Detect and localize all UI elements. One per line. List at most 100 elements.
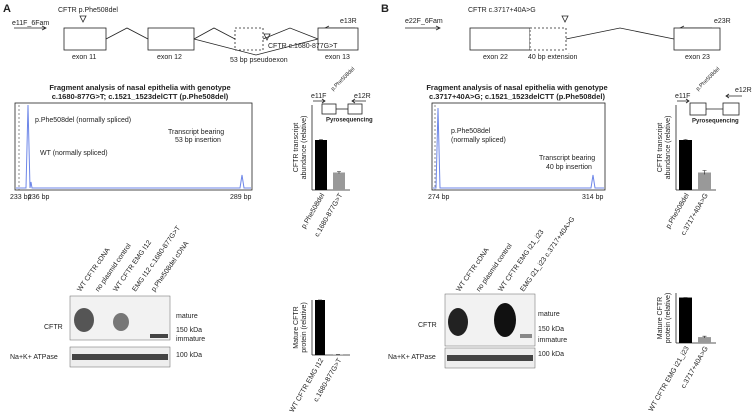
- error-bar: [683, 139, 688, 141]
- error-bar: [337, 171, 341, 174]
- y-axis-label: abundance (relative): [301, 116, 308, 180]
- bar: [315, 300, 325, 355]
- trace: [16, 104, 251, 189]
- band: [520, 334, 532, 338]
- exon-label: 40 bp extension: [528, 54, 578, 61]
- band-label: mature: [538, 311, 560, 318]
- error-bar: [319, 139, 323, 141]
- primer: e13R: [340, 18, 357, 25]
- band-label: mature: [176, 313, 198, 320]
- y-axis-label: CFTR transcript: [657, 123, 664, 172]
- marker-label: 100 kDa: [538, 351, 564, 358]
- variant-marker: [561, 15, 569, 23]
- inset-primer: e11F: [675, 93, 690, 100]
- loading-label: Na+K+ ATPase: [10, 354, 58, 361]
- exon-label: exon 13: [325, 54, 350, 61]
- y-axis-label: abundance (relative): [665, 116, 672, 180]
- variant-label: CFTR c.3717+40A>G: [468, 7, 536, 14]
- exon: [673, 27, 721, 51]
- inset-exon: [347, 103, 363, 115]
- inset-exon: [321, 103, 337, 115]
- inset-primer: e12R: [735, 87, 752, 94]
- exon-label: exon 11: [72, 54, 96, 61]
- inset-exon: [722, 102, 740, 116]
- variant-label: CFTR c.1680-877G>T: [268, 43, 338, 50]
- error-bar: [702, 170, 707, 175]
- peak-label: Transcript bearing: [539, 155, 595, 162]
- protein-label: CFTR: [418, 322, 437, 329]
- inset-primer: e12R: [354, 93, 371, 100]
- arrow: [14, 25, 47, 31]
- band-label: immature: [176, 336, 205, 343]
- peak-label: (normally spliced): [451, 137, 506, 144]
- inset-exon: [689, 102, 707, 116]
- bar: [679, 140, 692, 190]
- peak-label: Transcript bearing: [168, 129, 224, 136]
- inset-primer: e11F: [311, 93, 326, 100]
- y-axis-label: Mature CFTR: [657, 297, 664, 339]
- y-axis-label: protein (relative): [665, 293, 672, 344]
- inset-mutation: p.Phe508del: [330, 66, 356, 92]
- fragment-title: c.1680-877G>T; c.1521_1523delCTT (p.Phe5…: [52, 92, 229, 101]
- size-label: 289 bp: [230, 194, 252, 201]
- size-label: 236 bp: [28, 194, 50, 201]
- fragment-title: Fragment analysis of nasal epithelia wit…: [426, 83, 607, 92]
- exon-label: exon 23: [685, 54, 710, 61]
- fragment-title: Fragment analysis of nasal epithelia wit…: [49, 83, 230, 92]
- panel-label: B: [381, 3, 389, 15]
- y-axis-label: protein (relative): [301, 302, 308, 353]
- lane-label: p.Phe508del cDNA: [150, 240, 190, 293]
- protein-label: CFTR: [44, 324, 63, 331]
- band: [447, 355, 533, 361]
- bar: [698, 337, 711, 343]
- trace: [433, 107, 604, 189]
- fragment-title: c.3717+40A>G; c.1521_1523delCTT (p.Phe50…: [429, 92, 605, 101]
- size-label: 314 bp: [582, 194, 604, 201]
- inset-mutation: p.Phe508del: [695, 66, 721, 92]
- splice-lines: [565, 27, 675, 40]
- inset-method: Pyrosequencing: [326, 118, 373, 124]
- panel-label: A: [3, 3, 11, 15]
- electropherogram-frame: [431, 102, 606, 191]
- inset-arrows: [313, 98, 366, 104]
- primer: e11F_6Fam: [12, 20, 49, 27]
- peak-label: p.Phe508del (normally spliced): [35, 117, 131, 124]
- size-label: 233 bp: [10, 194, 32, 201]
- bar: [698, 172, 711, 190]
- peak-label: 53 bp insertion: [175, 137, 221, 144]
- peak-label: WT (normally spliced): [40, 150, 108, 157]
- band-label: 150 kDa: [538, 326, 564, 333]
- primer: e23R: [714, 18, 731, 25]
- band-label: immature: [538, 337, 567, 344]
- lane-label: WT CFTR cDNA: [76, 247, 112, 294]
- exon: [147, 27, 195, 51]
- peak-label: p.Phe508del: [451, 128, 491, 135]
- splice-lines: [105, 27, 319, 56]
- electropherogram-frame: [14, 102, 253, 191]
- exon: [63, 27, 107, 51]
- band: [74, 308, 94, 332]
- band: [494, 303, 516, 337]
- exon-label: exon 22: [483, 54, 508, 61]
- x-tick-label: WT CFTR EMG I12: [289, 357, 326, 413]
- y-axis-label: Mature CFTR: [293, 306, 300, 348]
- pseudoexon: [234, 27, 264, 51]
- band: [113, 313, 129, 331]
- band-label: 150 kDa: [176, 327, 202, 334]
- y-axis-label: CFTR transcript: [293, 123, 300, 172]
- arrow: [405, 25, 441, 31]
- bar: [333, 172, 345, 190]
- peak-label: 40 bp insertion: [546, 164, 592, 171]
- inset-arrows: [677, 93, 742, 104]
- band: [448, 308, 468, 336]
- band: [150, 334, 168, 338]
- error-bar: [702, 335, 707, 338]
- mutation-label: CFTR p.Phe508del: [58, 7, 118, 14]
- exon-label: exon 12: [157, 54, 182, 61]
- band: [72, 354, 168, 360]
- bar: [315, 140, 327, 190]
- marker-label: 100 kDa: [176, 352, 202, 359]
- size-label: 274 bp: [428, 194, 450, 201]
